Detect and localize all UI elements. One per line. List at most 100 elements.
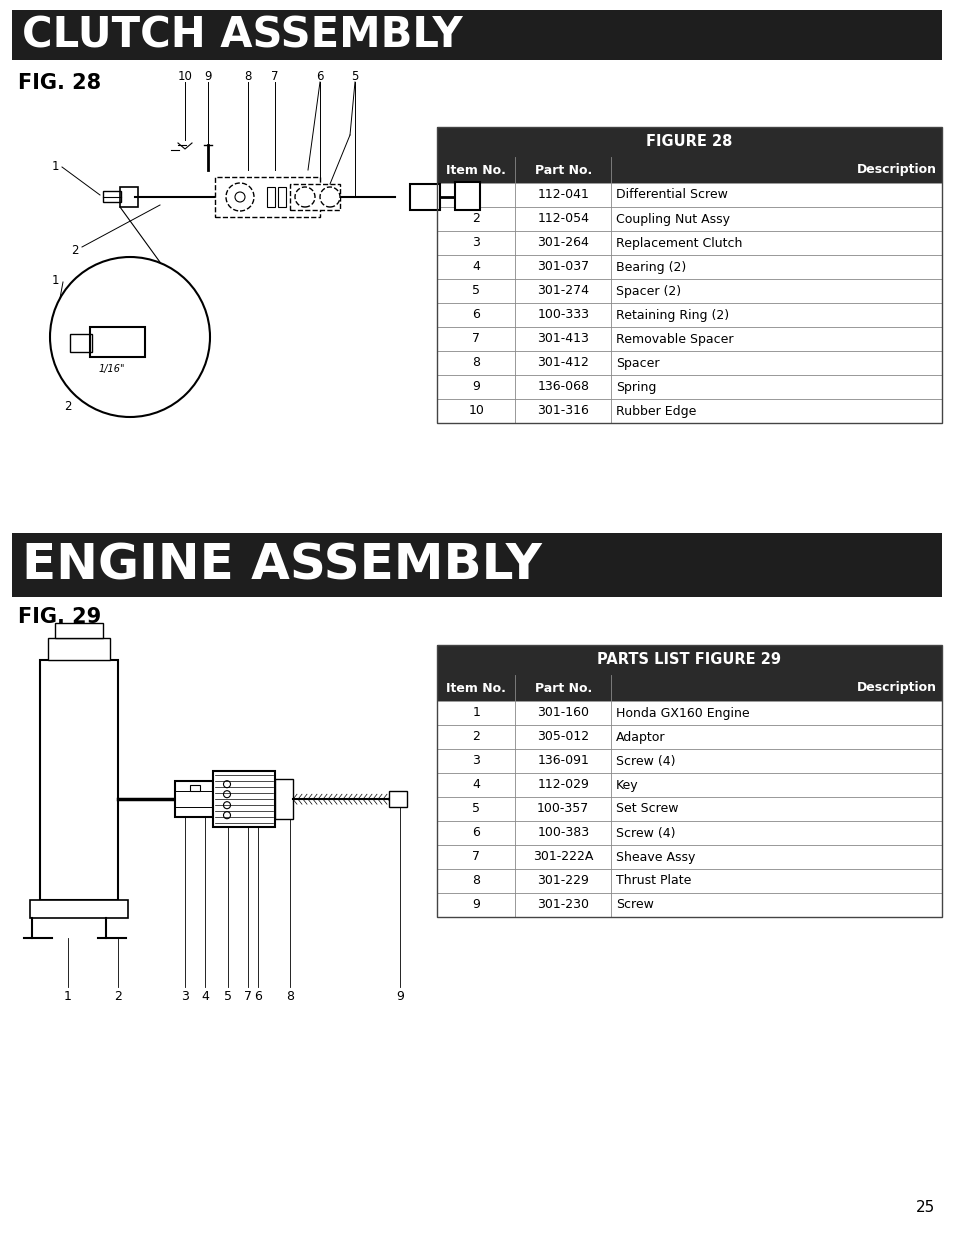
Bar bbox=[55, 622, 103, 638]
Bar bbox=[213, 771, 274, 827]
Text: 301-222A: 301-222A bbox=[533, 851, 593, 863]
Bar bbox=[436, 127, 941, 424]
Text: Sheave Assy: Sheave Assy bbox=[616, 851, 695, 863]
Text: Differential Screw: Differential Screw bbox=[616, 189, 727, 201]
Text: 6: 6 bbox=[472, 309, 479, 321]
Text: 112-054: 112-054 bbox=[537, 212, 589, 226]
Text: 2: 2 bbox=[472, 212, 479, 226]
Text: Rubber Edge: Rubber Edge bbox=[616, 405, 696, 417]
Bar bbox=[290, 184, 339, 210]
Bar bbox=[174, 782, 213, 818]
Bar bbox=[90, 327, 145, 357]
Text: Description: Description bbox=[856, 163, 936, 177]
Bar bbox=[267, 186, 274, 207]
Text: Screw (4): Screw (4) bbox=[616, 826, 675, 840]
Bar bbox=[436, 893, 941, 918]
Text: 301-229: 301-229 bbox=[537, 874, 589, 888]
Text: 1/16": 1/16" bbox=[99, 364, 125, 374]
Bar bbox=[190, 785, 200, 792]
Bar bbox=[436, 797, 941, 821]
Text: 301-274: 301-274 bbox=[537, 284, 589, 298]
Text: Item No.: Item No. bbox=[446, 163, 505, 177]
Text: 112-041: 112-041 bbox=[537, 189, 589, 201]
Bar bbox=[436, 351, 941, 375]
Bar bbox=[436, 869, 941, 893]
Text: FIG. 29: FIG. 29 bbox=[18, 606, 101, 627]
Bar bbox=[103, 191, 121, 203]
Text: Item No.: Item No. bbox=[446, 682, 505, 694]
Bar bbox=[455, 182, 479, 210]
Text: 9: 9 bbox=[204, 70, 212, 84]
Text: Spacer (2): Spacer (2) bbox=[616, 284, 680, 298]
Text: 136-068: 136-068 bbox=[537, 380, 589, 394]
Text: 3: 3 bbox=[472, 755, 479, 767]
Text: 9: 9 bbox=[472, 899, 479, 911]
Bar bbox=[436, 375, 941, 399]
Bar bbox=[436, 845, 941, 869]
Text: CLUTCH ASSEMBLY: CLUTCH ASSEMBLY bbox=[22, 14, 462, 56]
Circle shape bbox=[294, 186, 314, 207]
Circle shape bbox=[319, 186, 339, 207]
Bar bbox=[436, 773, 941, 797]
Text: 9: 9 bbox=[472, 380, 479, 394]
Text: Replacement Clutch: Replacement Clutch bbox=[616, 236, 741, 249]
Text: Part No.: Part No. bbox=[534, 163, 591, 177]
Bar bbox=[436, 157, 941, 183]
Bar bbox=[436, 748, 941, 773]
Text: Screw (4): Screw (4) bbox=[616, 755, 675, 767]
Bar bbox=[436, 725, 941, 748]
Text: 301-264: 301-264 bbox=[537, 236, 589, 249]
Bar bbox=[436, 327, 941, 351]
Text: FIGURE 28: FIGURE 28 bbox=[645, 135, 732, 149]
Text: 301-413: 301-413 bbox=[537, 332, 589, 346]
Text: 2: 2 bbox=[64, 400, 71, 414]
Text: 6: 6 bbox=[472, 826, 479, 840]
Text: Set Screw: Set Screw bbox=[616, 803, 678, 815]
Text: Bearing (2): Bearing (2) bbox=[616, 261, 686, 273]
Text: 2: 2 bbox=[114, 990, 122, 1004]
Text: 7: 7 bbox=[472, 851, 479, 863]
Text: 301-160: 301-160 bbox=[537, 706, 589, 720]
Text: 7: 7 bbox=[244, 990, 252, 1004]
Text: ENGINE ASSEMBLY: ENGINE ASSEMBLY bbox=[22, 541, 541, 589]
Text: 7: 7 bbox=[271, 70, 278, 84]
Text: 1: 1 bbox=[51, 161, 59, 173]
Text: 2: 2 bbox=[472, 730, 479, 743]
Bar bbox=[120, 186, 138, 207]
Text: 8: 8 bbox=[472, 874, 479, 888]
Text: 1: 1 bbox=[51, 273, 59, 287]
Bar bbox=[436, 645, 941, 676]
Text: 6: 6 bbox=[315, 70, 323, 84]
Bar bbox=[70, 333, 91, 352]
Bar bbox=[436, 701, 941, 725]
Text: 10: 10 bbox=[177, 70, 193, 84]
Text: Retaining Ring (2): Retaining Ring (2) bbox=[616, 309, 729, 321]
Text: Coupling Nut Assy: Coupling Nut Assy bbox=[616, 212, 729, 226]
Text: 10: 10 bbox=[468, 405, 483, 417]
Text: Screw: Screw bbox=[616, 899, 654, 911]
Text: 1: 1 bbox=[64, 990, 71, 1004]
Text: 5: 5 bbox=[224, 990, 232, 1004]
Bar bbox=[30, 900, 128, 918]
Bar bbox=[436, 207, 941, 231]
Text: 8: 8 bbox=[472, 357, 479, 369]
Text: FIG. 28: FIG. 28 bbox=[18, 73, 101, 93]
Text: 5: 5 bbox=[472, 284, 479, 298]
Text: 1: 1 bbox=[472, 706, 479, 720]
Text: Key: Key bbox=[616, 778, 639, 792]
Text: 25: 25 bbox=[915, 1200, 934, 1215]
Text: 5: 5 bbox=[351, 70, 358, 84]
Text: 8: 8 bbox=[286, 990, 294, 1004]
Text: 7: 7 bbox=[472, 332, 479, 346]
Text: 100-333: 100-333 bbox=[537, 309, 589, 321]
Text: Removable Spacer: Removable Spacer bbox=[616, 332, 733, 346]
Text: 305-012: 305-012 bbox=[537, 730, 589, 743]
Bar bbox=[274, 779, 293, 819]
Bar bbox=[277, 186, 286, 207]
Bar bbox=[12, 534, 941, 597]
Text: 136-091: 136-091 bbox=[537, 755, 589, 767]
Text: 2: 2 bbox=[71, 243, 79, 257]
Bar bbox=[410, 184, 439, 210]
Text: 5: 5 bbox=[472, 803, 479, 815]
Bar bbox=[436, 399, 941, 424]
